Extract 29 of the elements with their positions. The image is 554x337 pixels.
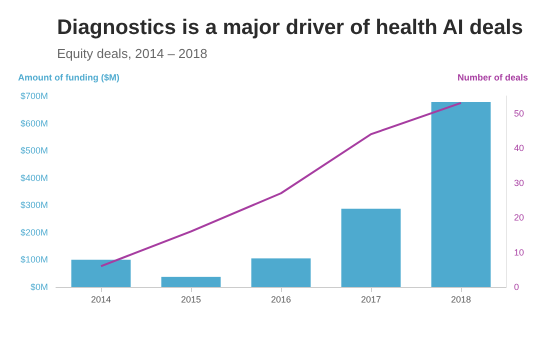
- bar: [161, 276, 221, 287]
- x-tick-label: 2016: [270, 294, 292, 304]
- y-tick-label: $400M: [20, 172, 48, 183]
- y2-tick-label: 30: [514, 178, 524, 188]
- bar: [341, 208, 401, 287]
- y2-tick-label: 10: [514, 247, 524, 258]
- x-tick-label: 2015: [180, 294, 202, 304]
- y2-axis-title: Number of deals: [457, 72, 528, 82]
- y2-tick-label: 0: [514, 282, 520, 292]
- y-axis-title: Amount of funding ($M): [18, 72, 120, 82]
- y2-tick-label: 40: [514, 143, 524, 154]
- y-tick-label: $600M: [20, 118, 48, 128]
- chart-title: Diagnostics is a major driver of health AI deals: [57, 16, 524, 39]
- x-tick-label: 2014: [90, 294, 112, 304]
- chart-subtitle: Equity deals, 2014 – 2018: [57, 46, 208, 61]
- y-tick-label: $200M: [20, 227, 48, 238]
- y-tick-label: $700M: [20, 91, 48, 101]
- y-tick-label: $300M: [20, 200, 48, 210]
- y-tick-label: $0M: [30, 282, 48, 292]
- y-tick-label: $100M: [20, 254, 48, 265]
- line-series: [100, 102, 462, 268]
- x-tick-label: 2017: [360, 294, 382, 304]
- y2-tick-label: 50: [514, 108, 524, 118]
- bar: [71, 260, 131, 287]
- y-tick-label: $500M: [20, 146, 48, 156]
- bar: [431, 102, 491, 287]
- bar: [251, 258, 311, 287]
- x-tick-label: 2018: [450, 294, 472, 304]
- y2-tick-label: 20: [514, 212, 524, 223]
